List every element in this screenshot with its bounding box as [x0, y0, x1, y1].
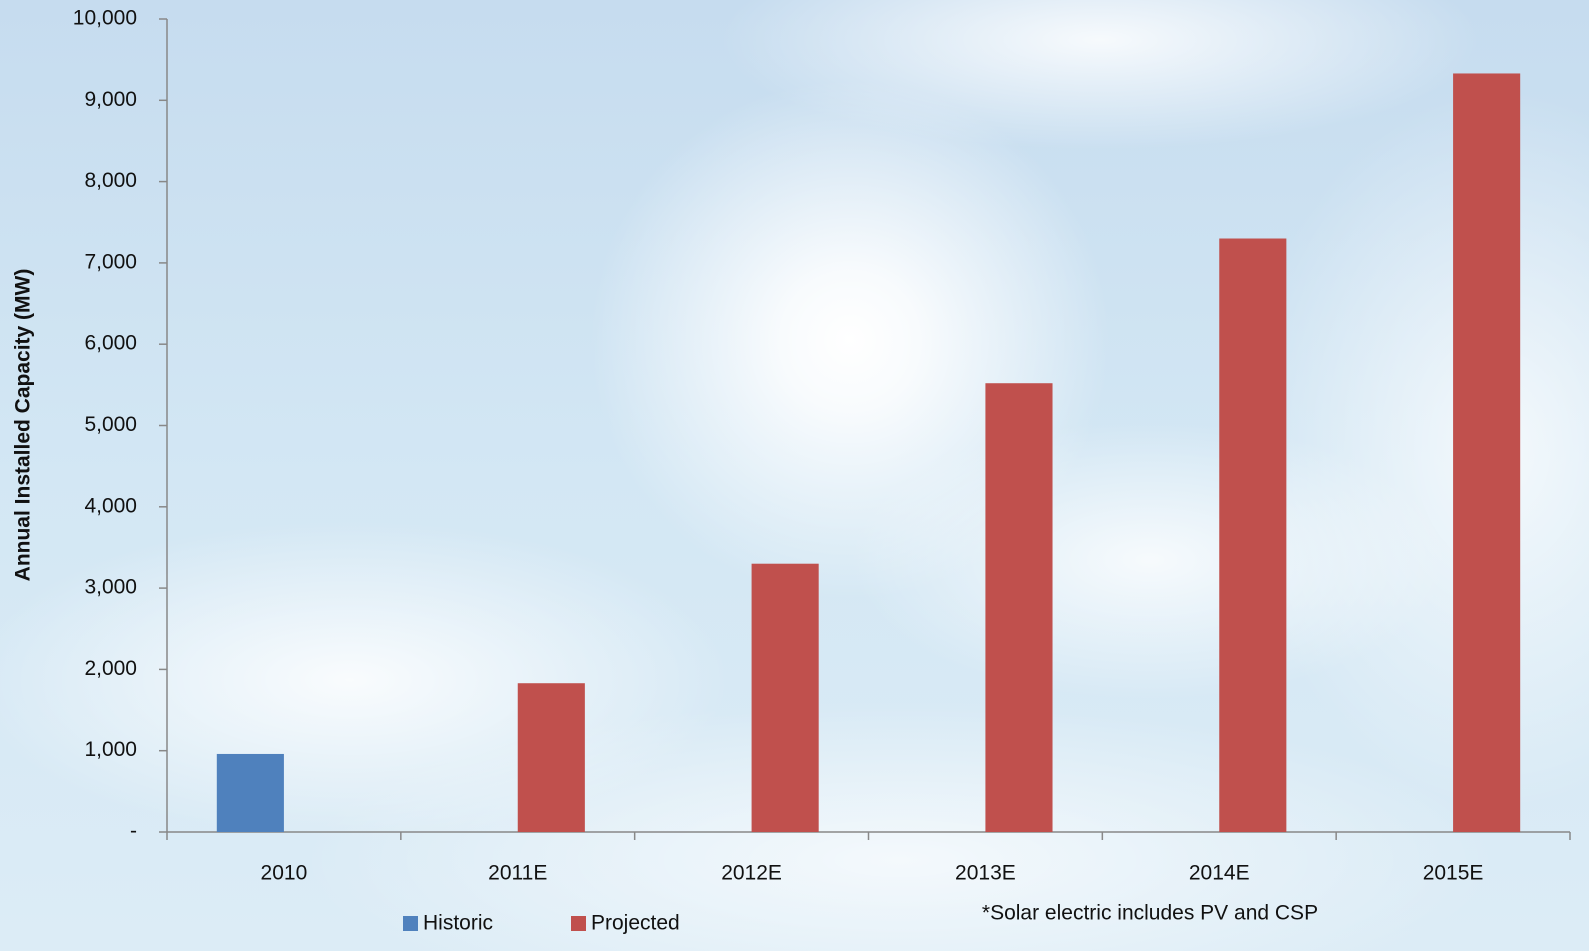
x-tick-label: 2010: [261, 862, 308, 885]
legend-swatch: [571, 916, 586, 931]
y-tick-label: 1,000: [84, 738, 137, 761]
y-tick-label: 5,000: [84, 413, 137, 436]
bar: [1219, 238, 1287, 832]
y-tick-label: 4,000: [84, 494, 137, 517]
footnote: *Solar electric includes PV and CSP: [982, 902, 1318, 925]
y-tick-label: 2,000: [84, 657, 137, 680]
y-axis-label: Annual Installed Capacity (MW): [12, 269, 35, 582]
legend-label: Historic: [423, 912, 493, 935]
y-tick-label: 9,000: [84, 88, 137, 111]
legend-swatch: [403, 916, 418, 931]
y-tick-label: 7,000: [84, 250, 137, 273]
y-tick-label: 3,000: [84, 576, 137, 599]
y-tick-label: -: [130, 820, 137, 843]
x-tick-label: 2013E: [955, 862, 1016, 885]
y-tick-label: 8,000: [84, 169, 137, 192]
x-tick-label: 2011E: [488, 862, 547, 885]
bar: [751, 563, 819, 832]
y-tick-label: 10,000: [73, 7, 137, 30]
bar: [517, 683, 585, 832]
bar: [1453, 73, 1521, 832]
x-tick-label: 2015E: [1423, 862, 1484, 885]
x-tick-label: 2014E: [1189, 862, 1250, 885]
y-tick-label: 6,000: [84, 332, 137, 355]
legend-label: Projected: [591, 912, 680, 935]
x-tick-label: 2012E: [721, 862, 782, 885]
bar: [216, 753, 284, 832]
bar: [985, 383, 1053, 832]
